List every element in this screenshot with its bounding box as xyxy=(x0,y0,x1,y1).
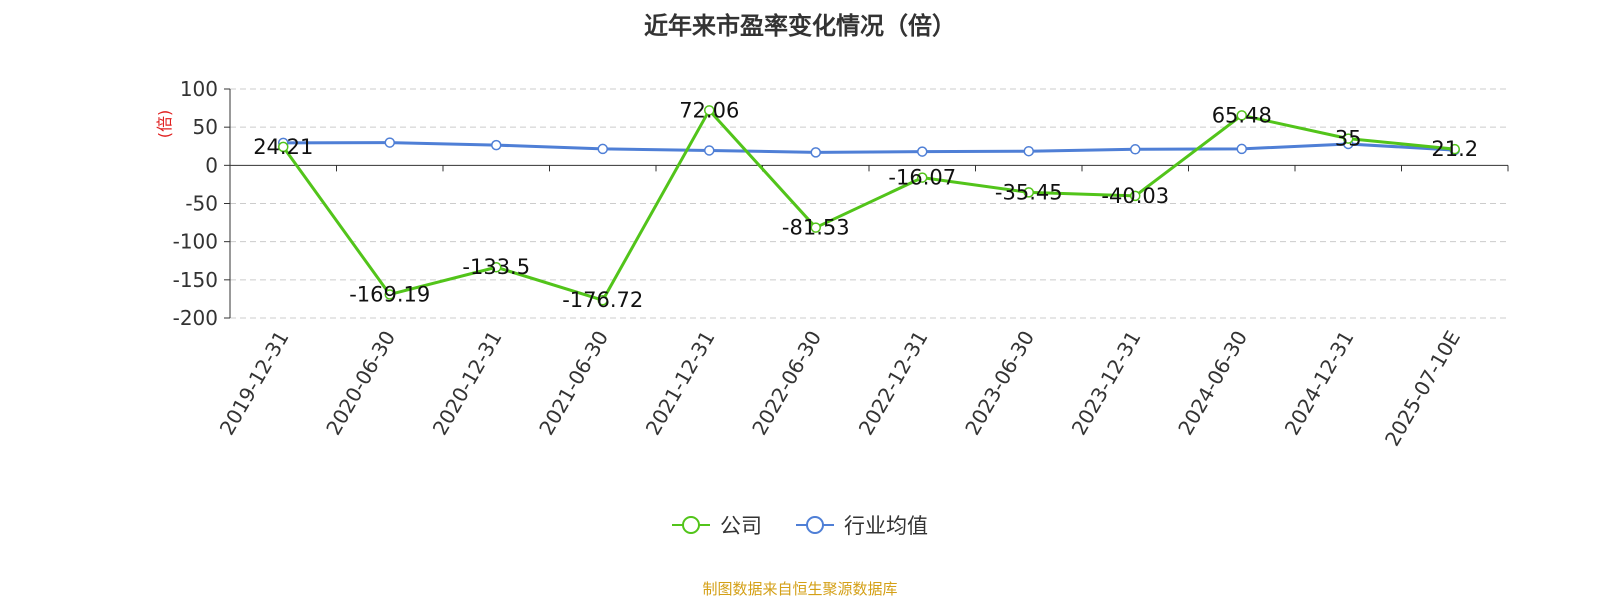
data-label: 21.2 xyxy=(1431,137,1478,161)
x-tick-label: 2020-06-30 xyxy=(321,327,400,440)
y-tick-label: -50 xyxy=(185,192,218,216)
data-label: -133.5 xyxy=(462,255,530,279)
data-point-industry-avg xyxy=(491,139,502,151)
data-point-industry-avg xyxy=(1023,145,1034,157)
legend-item-industry-avg[interactable]: 行业均值 xyxy=(796,510,928,540)
x-tick-label: 2022-12-31 xyxy=(854,327,933,440)
data-point-company xyxy=(1236,110,1247,121)
data-label: -176.72 xyxy=(562,288,643,312)
data-label: 35 xyxy=(1335,127,1362,151)
data-point-industry-avg xyxy=(1236,143,1247,155)
data-label: -40.03 xyxy=(1101,184,1169,208)
series-line-industry-avg xyxy=(283,141,1455,154)
y-tick-label: 100 xyxy=(180,77,218,101)
data-label: -81.53 xyxy=(782,216,850,240)
data-point-company xyxy=(1023,187,1034,198)
data-point-company xyxy=(704,105,715,116)
data-point-industry-avg xyxy=(384,137,395,148)
data-label: 24.21 xyxy=(253,135,313,159)
y-tick-label: -200 xyxy=(173,306,218,330)
legend: 公司 行业均值 xyxy=(0,510,1600,540)
legend-item-company[interactable]: 公司 xyxy=(672,510,762,540)
data-point-industry-avg xyxy=(597,143,608,155)
data-point-industry-avg xyxy=(704,145,715,156)
data-point-company xyxy=(1449,143,1460,155)
data-point-company xyxy=(597,294,608,306)
data-point-company xyxy=(278,141,289,153)
x-tick-label: 2025-07-10E xyxy=(1380,327,1465,451)
data-point-company xyxy=(1130,190,1141,202)
x-tick-label: 2019-12-31 xyxy=(215,327,294,440)
y-tick-label: 0 xyxy=(205,153,218,177)
y-tick-label: 50 xyxy=(193,115,218,139)
chart-title: 近年来市盈率变化情况（倍） xyxy=(644,12,956,40)
data-point-industry-avg xyxy=(1130,144,1141,155)
legend-label-industry-avg: 行业均值 xyxy=(844,514,928,538)
data-point-company xyxy=(917,172,928,183)
x-tick-label: 2024-06-30 xyxy=(1173,327,1252,440)
y-tick-label: -150 xyxy=(173,268,218,292)
data-point-industry-avg xyxy=(917,146,928,157)
data-label: 72.06 xyxy=(679,98,739,122)
data-point-industry-avg xyxy=(810,147,821,158)
series-line-company xyxy=(282,108,1455,302)
data-label: -35.45 xyxy=(995,180,1063,204)
data-point-company xyxy=(384,289,395,300)
y-axis-label: (倍) xyxy=(155,110,174,139)
data-label: -169.19 xyxy=(349,282,430,306)
x-tick-label: 2021-12-31 xyxy=(641,327,720,440)
data-point-company xyxy=(491,261,502,273)
legend-label-company: 公司 xyxy=(720,514,762,538)
data-point-company xyxy=(1343,133,1354,144)
legend-marker-industry-avg xyxy=(796,516,834,534)
data-point-company xyxy=(810,222,821,233)
x-tick-label: 2024-12-31 xyxy=(1280,327,1359,440)
data-label: 65.48 xyxy=(1212,103,1272,127)
x-tick-label: 2022-06-30 xyxy=(747,327,826,440)
x-tick-label: 2021-06-30 xyxy=(534,327,613,440)
source-note: 制图数据来自恒生聚源数据库 xyxy=(702,580,898,598)
y-tick-label: -100 xyxy=(173,230,218,254)
legend-marker-company xyxy=(672,516,710,534)
data-label: -16.07 xyxy=(888,166,956,190)
x-tick-label: 2023-06-30 xyxy=(960,327,1039,440)
x-tick-label: 2023-12-31 xyxy=(1067,327,1146,440)
x-tick-label: 2020-12-31 xyxy=(428,327,507,440)
